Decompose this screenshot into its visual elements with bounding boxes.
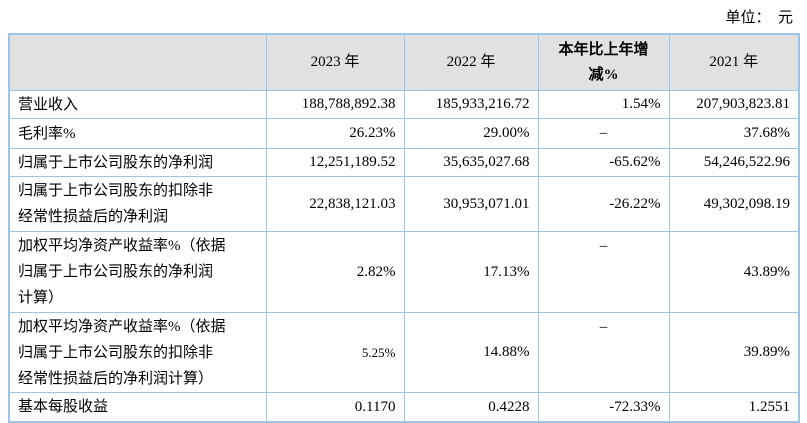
cell-revenue-2021: 207,903,823.81 (668, 90, 800, 119)
col-header-change-label: 本年比上年增 减% (558, 41, 649, 83)
cell-net-profit-deducted-2022: 30,953,071.01 (403, 176, 539, 232)
cell-roe-weighted-deducted-label: 加权平均净资产收益率%（依据 归属于上市公司股东的扣除非 经常性损益后的净利润计… (8, 312, 267, 393)
cell-net-profit-2021: 54,246,522.96 (668, 148, 800, 177)
cell-eps-change: -72.33% (537, 392, 670, 423)
cell-roe-weighted-change: – (537, 231, 670, 313)
col-header-2023: 2023 年 (265, 33, 405, 91)
cell-roe-weighted-deducted-2022: 14.88% (403, 312, 539, 393)
table-row-gross-margin: 毛利率% 26.23% 29.00% – 37.68% (8, 118, 800, 149)
table-row-net-profit: 归属于上市公司股东的净利润 12,251,189.52 35,635,027.6… (8, 148, 800, 177)
cell-eps-2022: 0.4228 (403, 392, 539, 423)
col-header-2023-label: 2023 年 (310, 54, 360, 70)
cell-net-profit-2022: 35,635,027.68 (403, 148, 539, 177)
col-header-2022: 2022 年 (403, 33, 539, 91)
cell-net-profit-deducted-label: 归属于上市公司股东的扣除非 经常性损益后的净利润 (8, 176, 267, 232)
financial-summary-table: 2023 年 2022 年 本年比上年增 减% 2021 年 营业收入 188,… (8, 33, 800, 423)
cell-gross-margin-2021: 37.68% (668, 118, 800, 149)
cell-roe-weighted-deducted-2023: 5.25% (265, 312, 405, 393)
cell-net-profit-deducted-change: -26.22% (537, 176, 670, 232)
cell-roe-weighted-2023: 2.82% (265, 231, 405, 313)
cell-net-profit-deducted-2021: 49,302,098.19 (668, 176, 800, 232)
cell-gross-margin-2023: 26.23% (265, 118, 405, 149)
cell-revenue-2023: 188,788,892.38 (265, 90, 405, 119)
col-header-change: 本年比上年增 减% (537, 33, 670, 91)
cell-roe-weighted-label: 加权平均净资产收益率%（依据 归属于上市公司股东的净利润 计算） (8, 231, 267, 313)
cell-gross-margin-change: – (537, 118, 670, 149)
table-row-roe-weighted: 加权平均净资产收益率%（依据 归属于上市公司股东的净利润 计算） 2.82% 1… (8, 231, 800, 313)
cell-revenue-label: 营业收入 (8, 90, 267, 119)
table-row-revenue: 营业收入 188,788,892.38 185,933,216.72 1.54%… (8, 90, 800, 119)
cell-gross-margin-label: 毛利率% (8, 118, 267, 149)
col-header-2021-label: 2021 年 (709, 54, 759, 70)
table-row-net-profit-deducted: 归属于上市公司股东的扣除非 经常性损益后的净利润 22,838,121.03 3… (8, 176, 800, 232)
cell-eps-label: 基本每股收益 (8, 392, 267, 423)
cell-revenue-change: 1.54% (537, 90, 670, 119)
cell-eps-2021: 1.2551 (668, 392, 800, 423)
cell-net-profit-deducted-2023: 22,838,121.03 (265, 176, 405, 232)
cell-net-profit-change: -65.62% (537, 148, 670, 177)
table-row-roe-weighted-deducted: 加权平均净资产收益率%（依据 归属于上市公司股东的扣除非 经常性损益后的净利润计… (8, 312, 800, 393)
col-header-metric (8, 33, 267, 91)
cell-roe-weighted-deducted-2021: 39.89% (668, 312, 800, 393)
cell-roe-weighted-2022: 17.13% (403, 231, 539, 313)
table-row-eps: 基本每股收益 0.1170 0.4228 -72.33% 1.2551 (8, 392, 800, 423)
unit-label: 单位： 元 (725, 10, 793, 26)
cell-gross-margin-2022: 29.00% (403, 118, 539, 149)
col-header-2021: 2021 年 (668, 33, 800, 91)
col-header-2022-label: 2022 年 (446, 54, 496, 70)
cell-roe-weighted-2021: 43.89% (668, 231, 800, 313)
cell-net-profit-label: 归属于上市公司股东的净利润 (8, 148, 267, 177)
header-row: 2023 年 2022 年 本年比上年增 减% 2021 年 (8, 33, 800, 91)
cell-net-profit-2023: 12,251,189.52 (265, 148, 405, 177)
cell-revenue-2022: 185,933,216.72 (403, 90, 539, 119)
cell-eps-2023: 0.1170 (265, 392, 405, 423)
cell-roe-weighted-deducted-change: – (537, 312, 670, 393)
